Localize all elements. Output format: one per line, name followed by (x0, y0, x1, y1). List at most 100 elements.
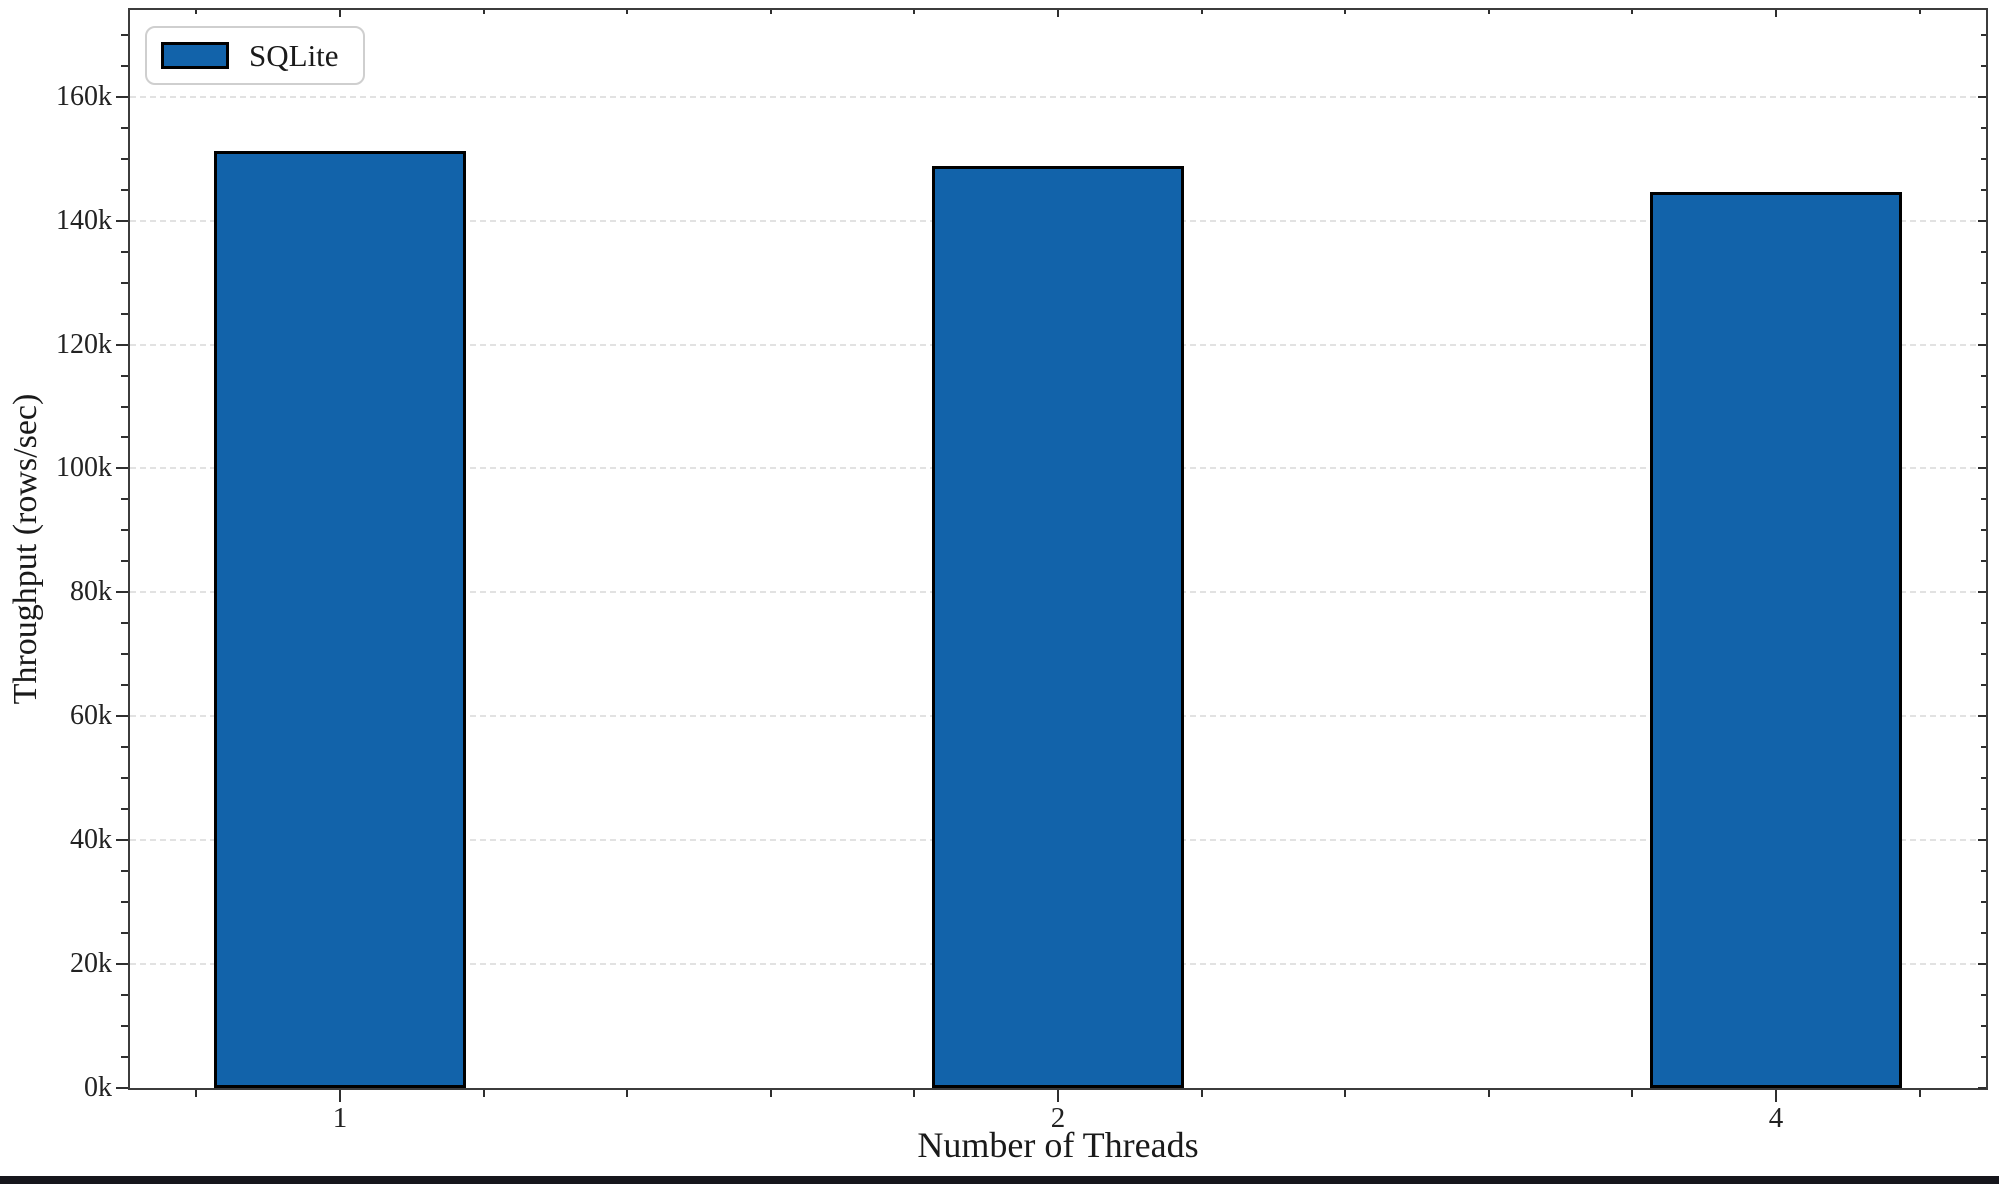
y-tick-label: 20k (70, 948, 112, 980)
x-minor-tick-top (769, 10, 772, 14)
bar-4-threads (1650, 191, 1902, 1088)
y-major-tick-right (1978, 219, 1986, 222)
x-minor-tick-top (1487, 10, 1490, 14)
y-minor-tick-left (121, 1056, 128, 1059)
x-major-tick-bottom (1057, 1090, 1059, 1102)
y-minor-tick-left (121, 64, 128, 67)
y-minor-tick-right (1981, 281, 1986, 284)
y-minor-tick-left (121, 312, 128, 315)
x-tick-label: 1 (332, 1102, 348, 1134)
y-minor-tick-left (121, 157, 128, 160)
y-tick-label: 160k (56, 80, 112, 112)
legend: SQLite (145, 26, 365, 85)
y-minor-tick-left (121, 250, 128, 253)
y-minor-tick-right (1981, 746, 1986, 749)
y-major-tick-right (1978, 467, 1986, 470)
x-minor-tick-top (1918, 10, 1921, 14)
y-minor-tick-left (121, 560, 128, 563)
legend-label: SQLite (249, 38, 339, 73)
y-minor-tick-right (1981, 777, 1986, 780)
x-axis-label: Number of Threads (917, 1125, 1199, 1165)
y-major-tick-right (1978, 963, 1986, 966)
gridline-160k (130, 95, 1986, 98)
y-minor-tick-right (1981, 436, 1986, 439)
y-minor-tick-left (121, 405, 128, 408)
x-minor-tick-bottom (626, 1090, 629, 1097)
y-minor-tick-right (1981, 622, 1986, 625)
y-major-tick-right (1978, 839, 1986, 842)
bar-1-threads (214, 150, 466, 1088)
x-minor-tick-bottom (769, 1090, 772, 1097)
y-minor-tick-left (121, 622, 128, 625)
y-major-tick-left (116, 219, 128, 222)
x-minor-tick-bottom (1918, 1090, 1921, 1097)
y-minor-tick-right (1981, 1056, 1986, 1059)
y-minor-tick-right (1981, 901, 1986, 904)
y-tick-label: 0k (84, 1072, 112, 1103)
x-minor-tick-bottom (913, 1090, 916, 1097)
y-minor-tick-left (121, 870, 128, 873)
x-minor-tick-top (1631, 10, 1634, 14)
y-minor-tick-right (1981, 560, 1986, 563)
y-minor-tick-left (121, 281, 128, 284)
y-major-tick-right (1978, 95, 1986, 98)
y-minor-tick-left (121, 653, 128, 656)
y-minor-tick-right (1981, 33, 1986, 36)
y-minor-tick-right (1981, 405, 1986, 408)
bottom-window-edge (0, 1176, 1999, 1184)
x-minor-tick-top (482, 10, 485, 14)
y-minor-tick-right (1981, 188, 1986, 191)
y-minor-tick-left (121, 498, 128, 501)
y-minor-tick-left (121, 746, 128, 749)
y-minor-tick-right (1981, 684, 1986, 687)
y-tick-label: 80k (70, 576, 112, 608)
y-major-tick-left (116, 95, 128, 98)
y-minor-tick-left (121, 374, 128, 377)
y-minor-tick-right (1981, 870, 1986, 873)
y-minor-tick-left (121, 529, 128, 532)
x-major-tick-bottom (1774, 1090, 1777, 1102)
bar-2-threads (932, 166, 1184, 1088)
x-minor-tick-bottom (1344, 1090, 1347, 1097)
y-minor-tick-right (1981, 932, 1986, 935)
y-major-tick-right (1978, 591, 1986, 594)
y-major-tick-left (116, 963, 128, 966)
y-tick-label: 140k (56, 204, 112, 236)
y-minor-tick-right (1981, 126, 1986, 129)
y-minor-tick-left (121, 994, 128, 997)
y-major-tick-left (116, 467, 128, 470)
y-minor-tick-left (121, 1025, 128, 1028)
legend-swatch (161, 42, 229, 69)
y-minor-tick-left (121, 777, 128, 780)
y-major-tick-left (116, 343, 128, 346)
x-minor-tick-top (1344, 10, 1347, 14)
x-major-tick-top (1774, 10, 1777, 17)
y-major-tick-left (116, 1087, 128, 1089)
x-minor-tick-bottom (195, 1090, 198, 1097)
x-minor-tick-bottom (1487, 1090, 1490, 1097)
y-minor-tick-left (121, 684, 128, 687)
x-major-tick-top (1057, 10, 1059, 17)
y-minor-tick-right (1981, 157, 1986, 160)
y-tick-label: 60k (70, 700, 112, 732)
y-axis-tick-labels: 0k 20k 40k 60k 80k 100k 120k 140k 160k (0, 0, 112, 1103)
y-tick-label: 100k (56, 452, 112, 484)
x-minor-tick-top (913, 10, 916, 14)
y-minor-tick-left (121, 33, 128, 36)
y-minor-tick-right (1981, 64, 1986, 67)
y-major-tick-left (116, 715, 128, 718)
x-minor-tick-top (1200, 10, 1203, 14)
y-minor-tick-right (1981, 808, 1986, 811)
y-major-tick-right (1978, 343, 1986, 346)
y-minor-tick-right (1981, 529, 1986, 532)
x-major-tick-top (339, 10, 341, 17)
x-tick-label: 4 (1768, 1102, 1784, 1134)
y-tick-label: 40k (70, 824, 112, 856)
plot-area: SQLite (116, 8, 1988, 1102)
y-major-tick-left (116, 839, 128, 842)
y-tick-label: 120k (56, 328, 112, 360)
x-minor-tick-bottom (482, 1090, 485, 1097)
y-major-tick-left (116, 591, 128, 594)
y-minor-tick-left (121, 436, 128, 439)
